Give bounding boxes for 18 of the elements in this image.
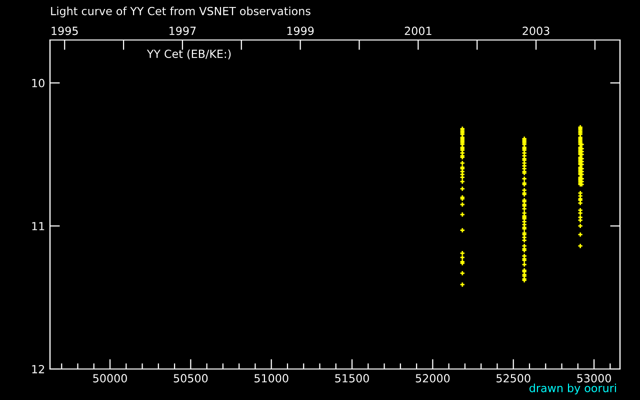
- x2-tick-label: 1997: [170, 26, 196, 36]
- x-tick-label: 50500: [174, 374, 208, 382]
- x-tick-label: 53000: [577, 374, 611, 382]
- x2-tick-label: 1999: [287, 26, 314, 36]
- x2-tick-label: 2003: [522, 26, 550, 36]
- y-tick-label: 10: [32, 78, 44, 88]
- x-tick-label: 51000: [254, 374, 288, 382]
- x-tick-label: 52000: [416, 374, 450, 382]
- annotation: YY Cet (EB/KE:): [146, 49, 231, 60]
- chart-title: Light curve of YY Cet from VSNET observations: [51, 6, 310, 18]
- x-tick-label: 51500: [335, 374, 369, 382]
- x2-tick-label: 2001: [404, 26, 432, 36]
- text: drawn by ooruri: [530, 384, 616, 394]
- y-tick-label: 12: [32, 364, 44, 374]
- x2-tick-label: 1995: [52, 26, 78, 36]
- x-tick-label: 52500: [496, 374, 530, 382]
- x-tick-label: 50000: [93, 374, 127, 382]
- y-tick-label: 11: [32, 222, 44, 230]
